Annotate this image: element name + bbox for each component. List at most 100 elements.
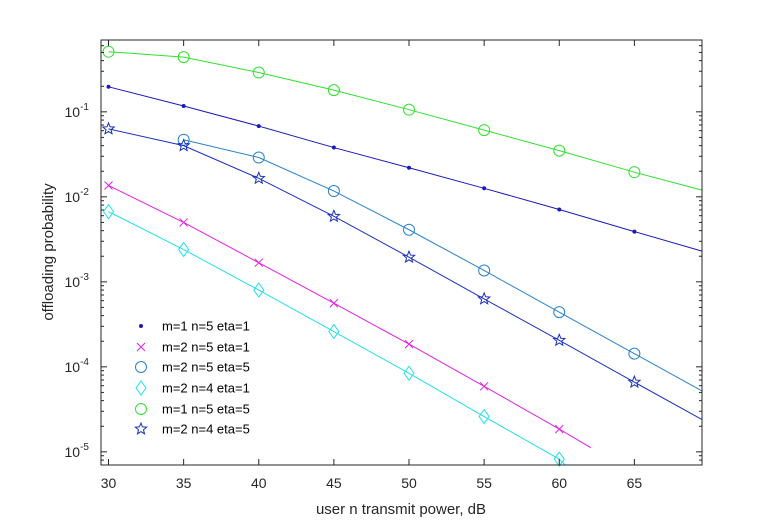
data-point: [135, 380, 147, 396]
series-1: [106, 84, 703, 252]
y-tick-label: 10-4: [65, 357, 90, 375]
data-point: [557, 207, 562, 212]
series-layer: [101, 45, 703, 468]
data-point: [628, 347, 641, 360]
legend-entry: m=2 n=4 eta=1: [135, 380, 250, 396]
legend-entry: m=2 n=5 eta=1: [136, 340, 250, 355]
y-tick-exponent: -5: [80, 442, 89, 453]
data-point: [331, 145, 336, 150]
data-point: [136, 342, 146, 352]
data-point: [627, 374, 642, 389]
data-point: [106, 84, 111, 89]
x-tick-label: 60: [551, 475, 567, 491]
legend-label: m=2 n=4 eta=5: [162, 422, 250, 437]
series-5: [102, 45, 703, 191]
data-point: [176, 138, 191, 152]
x-tick-label: 45: [326, 475, 342, 491]
data-point: [179, 218, 188, 227]
x-tick-label: 30: [101, 475, 117, 491]
legend-label: m=2 n=5 eta=5: [162, 360, 250, 375]
data-point: [252, 151, 265, 164]
series-4: [102, 203, 566, 468]
y-axis-label: offloading probability: [40, 183, 57, 321]
data-point: [181, 104, 186, 109]
data-point: [482, 186, 487, 191]
legend-entry: m=1 n=5 eta=5: [135, 402, 250, 417]
x-tick-label: 65: [627, 475, 643, 491]
x-tick-label: 40: [251, 475, 267, 491]
data-point: [102, 203, 115, 220]
data-point: [478, 264, 491, 277]
y-tick-base: 10: [65, 359, 81, 375]
y-tick-label: 10-3: [65, 272, 90, 290]
series-2: [104, 181, 592, 449]
x-tick-label: 55: [476, 475, 492, 491]
data-point: [328, 323, 340, 340]
y-tick-exponent: -2: [80, 187, 89, 198]
data-point: [478, 124, 491, 137]
data-point: [252, 66, 265, 79]
y-tick-label: 10-2: [65, 187, 90, 205]
data-point: [139, 324, 143, 328]
series-line: [108, 128, 703, 420]
data-point: [552, 332, 567, 347]
data-point: [403, 365, 415, 382]
data-point: [553, 144, 566, 157]
data-point: [256, 124, 261, 129]
data-point: [478, 408, 490, 425]
data-point: [403, 103, 416, 116]
data-point: [479, 381, 489, 391]
y-tick-exponent: -4: [80, 357, 89, 368]
data-point: [133, 421, 149, 435]
data-point: [329, 298, 339, 308]
series-line: [108, 185, 592, 449]
y-tick-base: 10: [65, 104, 81, 120]
data-point: [327, 84, 340, 97]
data-point: [102, 45, 115, 58]
data-point: [553, 451, 565, 468]
legend-entry: m=2 n=5 eta=5: [135, 360, 250, 375]
y-tick-label: 10-5: [65, 442, 90, 460]
y-tick-label: 10-1: [65, 102, 90, 120]
x-tick-label: 35: [176, 475, 192, 491]
data-point: [326, 208, 341, 223]
data-point: [404, 339, 414, 349]
y-tick-base: 10: [65, 274, 81, 290]
data-point: [407, 165, 412, 170]
plot-frame: [100, 39, 703, 466]
data-point: [135, 361, 147, 373]
x-axis-label: user n transmit power, dB: [316, 501, 486, 518]
data-point: [177, 51, 190, 64]
legend-label: m=2 n=5 eta=1: [162, 340, 250, 355]
data-point: [403, 223, 416, 236]
data-point: [628, 166, 641, 179]
series-line: [183, 139, 703, 392]
data-point: [553, 306, 566, 319]
data-point: [254, 258, 264, 268]
legend-label: m=1 n=5 eta=1: [162, 319, 250, 334]
y-tick-exponent: -1: [80, 102, 89, 113]
series-3: [177, 133, 703, 392]
data-point: [251, 170, 266, 185]
y-tick-base: 10: [65, 189, 81, 205]
x-tick-label: 50: [401, 475, 417, 491]
data-point: [135, 403, 147, 415]
series-6: [101, 121, 703, 420]
data-point: [632, 229, 637, 234]
y-tick-exponent: -3: [80, 272, 89, 283]
legend: m=1 n=5 eta=1 m=2 n=5 eta=1 m=2 n=5 eta=5 m…: [133, 319, 250, 437]
series-line: [108, 211, 566, 466]
data-point: [104, 181, 113, 190]
legend-label: m=2 n=4 eta=1: [162, 381, 250, 396]
legend-entry: m=2 n=4 eta=5: [133, 421, 250, 437]
data-point: [554, 424, 564, 434]
data-point: [327, 185, 340, 198]
legend-label: m=1 n=5 eta=5: [162, 402, 250, 417]
data-point: [253, 282, 265, 298]
series-line: [108, 51, 703, 191]
legend-entry: m=1 n=5 eta=1: [139, 319, 250, 334]
data-point: [178, 241, 190, 258]
y-tick-base: 10: [65, 444, 81, 460]
